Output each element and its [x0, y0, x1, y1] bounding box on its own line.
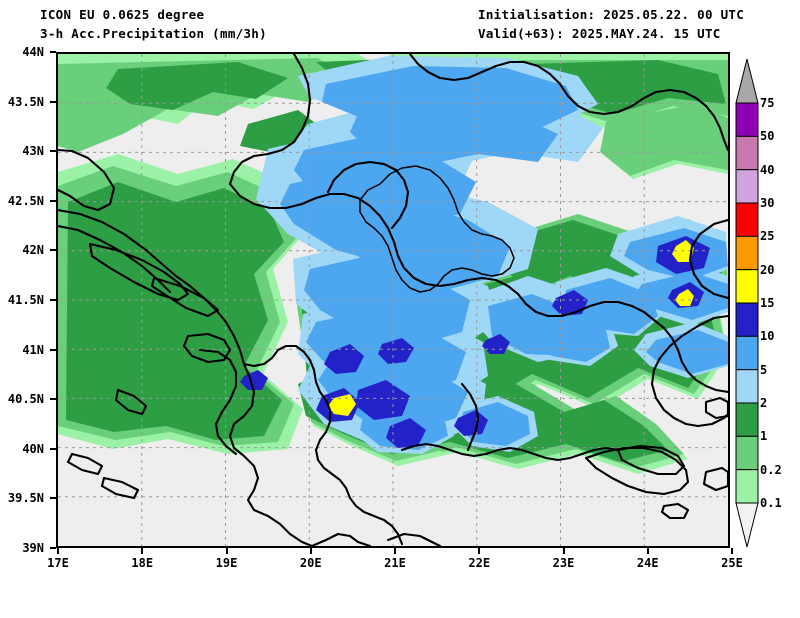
- latitude-tick-label: 43N: [22, 144, 44, 159]
- latitude-tick-mark: [50, 497, 56, 500]
- longitude-tick-mark: [309, 548, 312, 554]
- colorbar-over-arrow: [735, 58, 759, 104]
- colorbar-tick-label: 5: [760, 362, 768, 377]
- colorbar-band: [735, 169, 759, 204]
- longitude-tick-label: 19E: [215, 556, 238, 570]
- longitude-tick-mark: [478, 548, 481, 554]
- latitude-axis: 39N 39.5N 40N 40.5N 41N 41.5N 42N 42.5N 43N 43.5N…: [0, 45, 56, 555]
- map-panel[interactable]: [56, 52, 730, 548]
- latitude-tick-mark: [50, 547, 56, 549]
- colorbar-band: [735, 335, 759, 371]
- latitude-tick-mark: [50, 100, 56, 103]
- longitude-tick-mark: [646, 548, 649, 554]
- colorbar-tick-label: 30: [760, 196, 775, 210]
- longitude-tick-label: 17E: [47, 556, 69, 570]
- longitude-tick-mark: [225, 548, 228, 554]
- latitude-tick-label: 40.5N: [7, 392, 44, 407]
- field-title: 3-h Acc.Precipitation (mm/3h): [40, 26, 267, 41]
- map-gridlines: [58, 54, 728, 546]
- colorbar-tick-label: 20: [760, 262, 775, 277]
- latitude-tick-label: 43.5N: [7, 94, 44, 109]
- latitude-tick-label: 44N: [22, 45, 44, 59]
- longitude-tick-label: 21E: [384, 556, 406, 570]
- longitude-tick-label: 23E: [552, 556, 575, 570]
- latitude-tick-label: 42N: [22, 243, 44, 258]
- colorbar-band: [735, 235, 759, 271]
- colorbar-band: [735, 402, 759, 437]
- colorbar: 75 50 40 30 25 20 15 10 5 2 1 0.2 0.1: [735, 55, 797, 550]
- latitude-tick-label: 39N: [22, 541, 44, 555]
- latitude-tick-label: 42.5N: [7, 193, 44, 208]
- latitude-tick-label: 40N: [22, 441, 44, 456]
- longitude-tick-label: 20E: [299, 556, 322, 570]
- longitude-tick-mark: [57, 548, 59, 554]
- colorbar-band: [735, 369, 759, 404]
- longitude-tick-label: 25E: [721, 556, 743, 570]
- latitude-tick-mark: [50, 348, 56, 351]
- valid-time: Valid(+63): 2025.MAY.24. 15 UTC: [478, 26, 721, 41]
- longitude-tick-label: 24E: [636, 556, 659, 570]
- model-title: ICON EU 0.0625 degree: [40, 7, 205, 22]
- colorbar-tick-label: 1: [760, 429, 768, 444]
- latitude-tick-label: 41N: [22, 342, 44, 357]
- colorbar-under-arrow: [735, 502, 759, 548]
- colorbar-tick-label: 25: [760, 229, 775, 244]
- longitude-tick-mark: [141, 548, 144, 554]
- latitude-tick-mark: [50, 51, 56, 53]
- colorbar-band: [735, 202, 759, 237]
- precipitation-field: [58, 54, 728, 546]
- initialisation-time: Initialisation: 2025.05.22. 00 UTC: [478, 7, 745, 22]
- colorbar-band: [735, 135, 759, 171]
- colorbar-tick-label: 40: [760, 162, 775, 177]
- colorbar-band: [735, 302, 759, 337]
- colorbar-tick-label: 0.1: [760, 496, 782, 510]
- colorbar-tick-label: 2: [760, 396, 768, 410]
- longitude-tick-mark: [731, 548, 733, 554]
- latitude-tick-mark: [50, 398, 56, 401]
- colorbar-band: [735, 269, 759, 304]
- colorbar-band: [735, 435, 759, 471]
- longitude-axis: 17E 18E 19E 20E 21E 22E 23E 24E 25E: [47, 548, 743, 572]
- colorbar-tick-label: 15: [760, 296, 775, 310]
- colorbar-tick-label: 10: [760, 329, 775, 344]
- longitude-tick-mark: [394, 548, 396, 554]
- colorbar-band: [735, 469, 759, 504]
- colorbar-tick-label: 50: [760, 129, 775, 144]
- coastlines-and-borders: [58, 54, 728, 546]
- longitude-tick-mark: [562, 548, 565, 554]
- colorbar-band: [735, 102, 759, 137]
- longitude-tick-label: 18E: [131, 556, 154, 570]
- latitude-tick-mark: [50, 199, 56, 202]
- latitude-tick-mark: [50, 447, 56, 450]
- latitude-tick-mark: [50, 299, 56, 301]
- colorbar-tick-label: 0.2: [760, 462, 782, 477]
- latitude-tick-mark: [50, 150, 56, 153]
- latitude-tick-label: 39.5N: [7, 491, 44, 506]
- colorbar-tick-label: 75: [760, 96, 775, 110]
- precipitation-polygons: [58, 54, 728, 474]
- latitude-tick-label: 41.5N: [7, 293, 44, 307]
- colorbar-swatches: [735, 58, 759, 548]
- longitude-tick-label: 22E: [468, 556, 491, 570]
- latitude-tick-mark: [50, 249, 56, 252]
